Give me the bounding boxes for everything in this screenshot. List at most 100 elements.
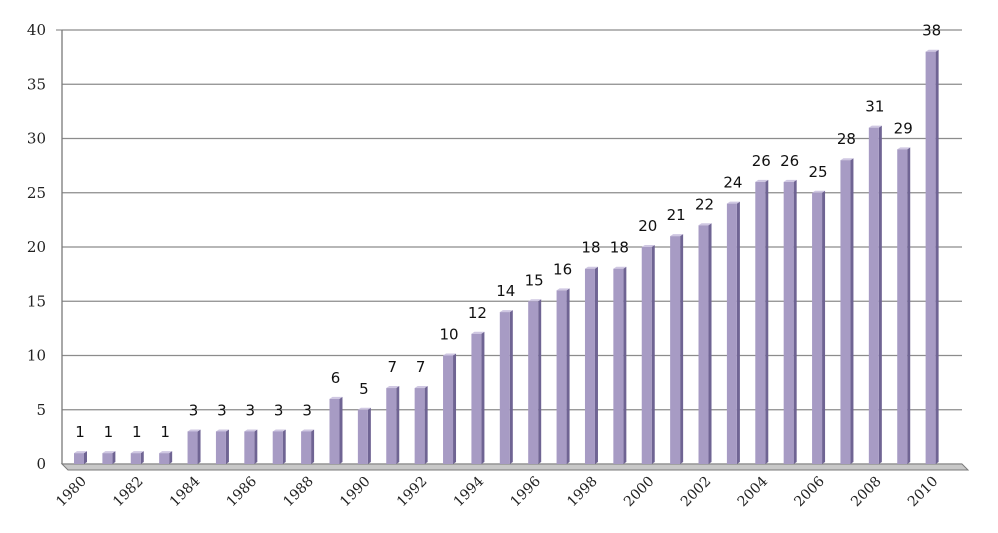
bar-1989 — [329, 396, 343, 464]
bar-top-1986 — [244, 429, 258, 432]
bar-side-1991 — [396, 386, 400, 464]
bar-front-1991 — [386, 388, 397, 464]
y-tick-label-20: 20 — [27, 238, 46, 256]
y-tick-label-5: 5 — [36, 401, 46, 419]
bar-top-2002 — [698, 223, 712, 226]
bar-1995 — [499, 310, 513, 464]
bars — [74, 49, 939, 465]
y-tick-label-30: 30 — [27, 130, 46, 148]
data-label-1980: 1 — [75, 423, 85, 441]
bar-side-1983 — [169, 451, 173, 464]
bar-2009 — [897, 147, 911, 464]
bar-side-1993 — [453, 353, 457, 464]
bar-1997 — [556, 288, 570, 464]
bar-side-1980 — [84, 451, 87, 464]
data-label-1984: 3 — [189, 401, 199, 419]
bar-front-2005 — [783, 181, 794, 464]
bar-1985 — [215, 429, 229, 464]
bar-side-1997 — [566, 288, 570, 464]
bar-top-2000 — [641, 245, 655, 247]
bar-top-1987 — [272, 429, 286, 432]
bar-side-1986 — [254, 429, 258, 464]
bar-top-2001 — [670, 234, 684, 237]
bar-front-2001 — [670, 236, 681, 464]
bar-front-2006 — [812, 192, 823, 464]
data-label-1981: 1 — [104, 423, 114, 441]
bar-top-1994 — [471, 331, 485, 334]
y-tick-labels: 0 5 10 15 20 25 30 35 40 — [27, 21, 46, 473]
data-label-1998: 18 — [581, 239, 600, 257]
x-tick-label-2000: 2000 — [621, 474, 658, 511]
data-label-2007: 28 — [837, 130, 856, 148]
x-tick-label-2006: 2006 — [791, 473, 828, 510]
bar-2007 — [840, 158, 854, 464]
bar-side-1990 — [367, 407, 371, 464]
bar-1988 — [301, 429, 315, 464]
bar-side-2004 — [765, 179, 769, 464]
bar-1982 — [130, 451, 144, 464]
bar-2001 — [670, 234, 684, 464]
bar-side-2003 — [736, 201, 740, 464]
bar-top-2004 — [755, 179, 769, 182]
bar-front-1992 — [414, 388, 425, 464]
bar-side-1995 — [509, 310, 513, 464]
data-label-1993: 10 — [439, 326, 458, 344]
bar-front-1986 — [244, 431, 255, 464]
y-tick-label-40: 40 — [27, 21, 46, 39]
bar-front-1987 — [272, 431, 283, 464]
bar-front-2000 — [641, 247, 652, 464]
bar-top-1989 — [329, 396, 343, 399]
data-label-2009: 29 — [894, 119, 913, 137]
y-tick-label-15: 15 — [27, 292, 46, 310]
bar-side-1985 — [225, 429, 229, 464]
bar-side-1989 — [339, 396, 343, 464]
bar-top-1984 — [187, 429, 201, 432]
y-tick-label-10: 10 — [27, 347, 46, 365]
bar-top-1988 — [301, 429, 315, 432]
bar-front-1981 — [102, 453, 113, 464]
data-label-1995: 14 — [496, 282, 515, 300]
bar-top-1997 — [556, 288, 570, 291]
bar-front-1996 — [528, 301, 539, 464]
data-label-1991: 7 — [387, 358, 397, 376]
bar-front-1990 — [357, 409, 368, 464]
bar-top-2008 — [868, 125, 882, 128]
bar-side-2007 — [850, 158, 854, 464]
data-label-1990: 5 — [359, 380, 369, 398]
data-label-1982: 1 — [132, 423, 142, 441]
gridlines — [62, 29, 962, 465]
bar-top-2003 — [726, 201, 740, 204]
data-label-1986: 3 — [246, 401, 256, 419]
bar-front-2007 — [840, 160, 851, 464]
bar-front-1993 — [443, 355, 454, 464]
data-label-1994: 12 — [468, 304, 487, 322]
bar-1983 — [159, 451, 173, 464]
bar-top-1996 — [528, 299, 542, 302]
bar-front-2009 — [897, 149, 908, 464]
bar-side-1992 — [424, 386, 428, 464]
data-label-1989: 6 — [331, 369, 341, 387]
bar-1998 — [584, 266, 598, 464]
bar-front-1984 — [187, 431, 198, 464]
bar-front-2002 — [698, 225, 709, 464]
data-label-1983: 1 — [160, 423, 170, 441]
x-tick-label-2004: 2004 — [735, 473, 772, 510]
bar-top-2010 — [925, 49, 939, 52]
bar-side-1994 — [481, 331, 485, 464]
bar-side-2000 — [651, 245, 655, 464]
bar-front-1998 — [584, 268, 595, 464]
data-label-1997: 16 — [553, 260, 572, 278]
bar-1980 — [74, 451, 87, 464]
bar-2005 — [783, 179, 797, 464]
bar-side-1987 — [282, 429, 286, 464]
bar-front-1999 — [613, 268, 624, 464]
bar-top-2009 — [897, 147, 911, 150]
data-label-1987: 3 — [274, 401, 284, 419]
bar-side-2008 — [878, 125, 882, 465]
bar-front-1989 — [329, 398, 340, 464]
bar-1996 — [528, 299, 542, 464]
data-label-2002: 22 — [695, 195, 714, 213]
bar-front-1980 — [74, 453, 84, 464]
bar-top-2007 — [840, 158, 854, 161]
bar-1994 — [471, 331, 485, 464]
